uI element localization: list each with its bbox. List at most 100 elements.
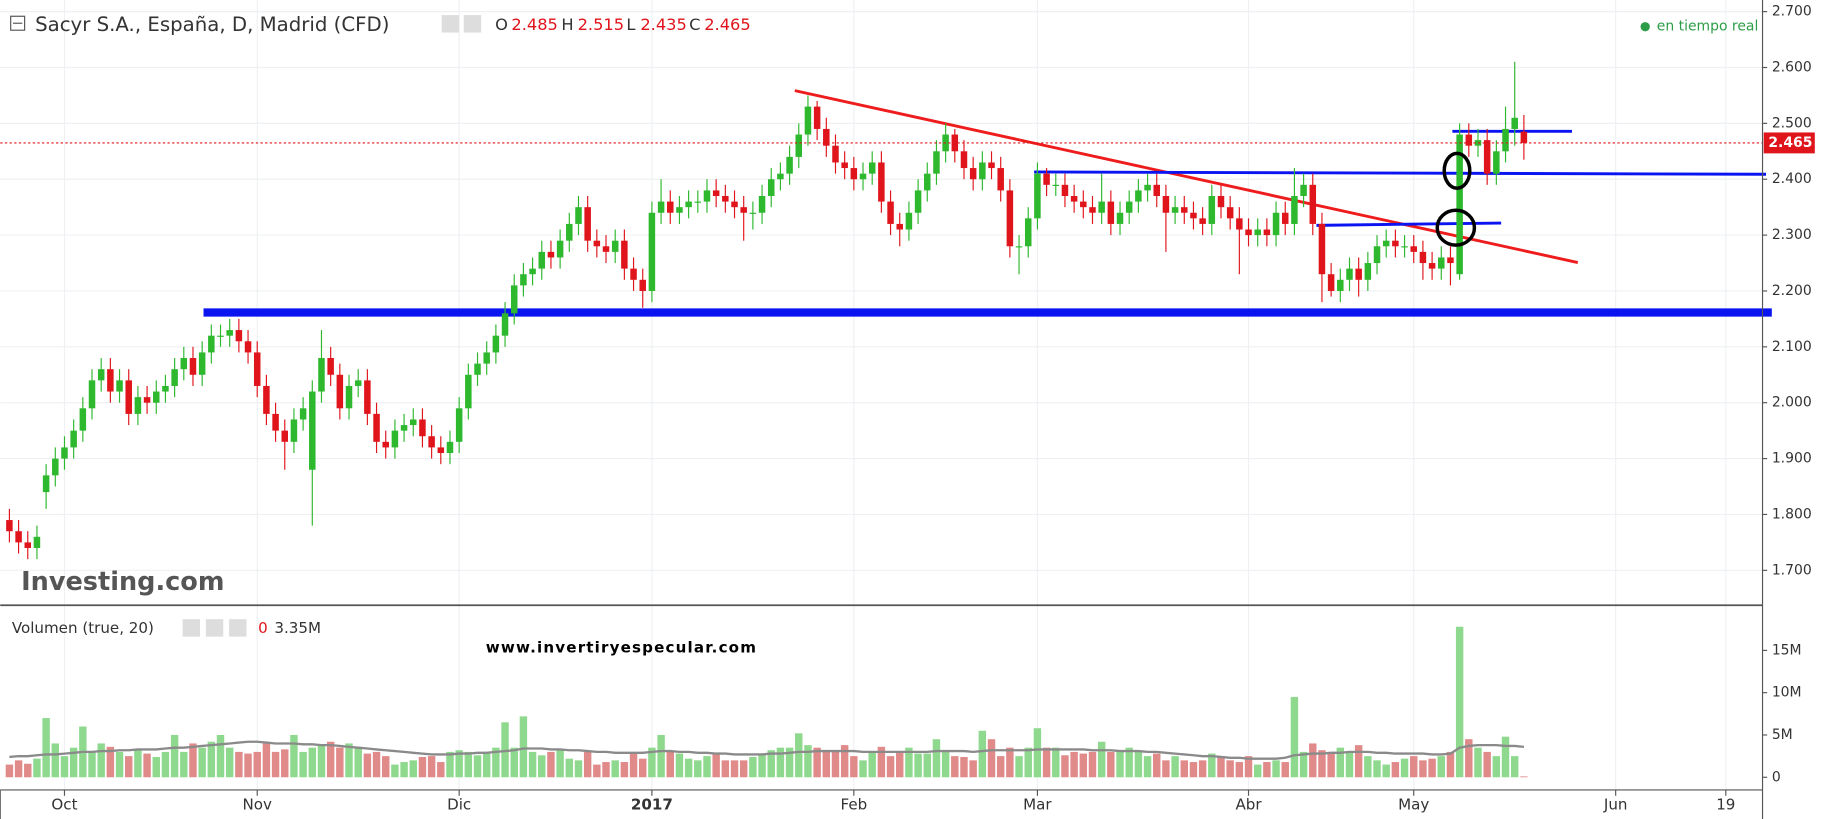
candle-body [235,330,243,342]
candle-body [960,151,968,169]
volume-bar [583,751,592,778]
candle-body [1300,184,1307,196]
candle-body [621,240,628,269]
candle-body [1520,131,1528,143]
volume-bar [1437,756,1445,778]
volume-bar [969,760,977,778]
volume-bar [216,734,225,778]
settings-icon[interactable] [463,15,482,33]
circles [1435,151,1477,247]
settings-icon[interactable] [205,619,224,637]
candle-body [1181,207,1188,213]
volume-bar [850,756,858,778]
candle-body [676,207,683,213]
settings-icon[interactable] [441,15,460,33]
candle-body [914,190,922,213]
ohlc-label: H [561,15,573,34]
last-price-label: 2.465 [1768,135,1812,151]
candle-body [1428,263,1436,269]
candle-body [1236,218,1243,230]
volume-bar [712,753,720,778]
volume-bar [24,763,32,778]
volume-bar [437,762,445,778]
volume-bar [482,751,491,778]
volume-bar [125,756,133,778]
candle-body [281,430,289,442]
volume-bar [547,751,555,778]
candle-body [1309,184,1317,224]
candle-body [226,330,233,336]
watermark: www.invertiryespecular.com [486,639,757,657]
close-icon[interactable] [229,619,247,637]
candle-body [244,341,252,353]
volume-bar [1483,751,1491,778]
x-tick-label: Feb [840,796,867,814]
volume-bar [244,753,252,778]
volume-bar [143,753,151,778]
volume-bar [1006,747,1014,778]
volume-bar [684,758,693,778]
y-tick-label: 2.100 [1772,339,1812,355]
ohlc-value: 2.485 [511,15,558,34]
volume-bar [317,745,326,778]
volume-bar [694,760,702,778]
x-tick-label: 2017 [631,796,673,814]
candle-body [1511,117,1518,129]
collapse-icon[interactable] [10,15,26,31]
candle-body [1272,212,1280,236]
volume-bar [556,750,564,778]
candle-body [529,268,536,275]
volume-bar [1189,762,1198,778]
x-tick-label: Oct [51,796,77,814]
candle-body [520,274,527,286]
volume-bar [14,760,23,778]
candle-body [1355,268,1362,280]
candle-body [896,223,903,230]
candle-body [722,195,729,202]
candle-body [611,240,619,252]
volume-bar [1143,756,1152,778]
candle-body [630,268,637,280]
x-tick-label: Abr [1235,796,1262,814]
circle-mark [1435,208,1477,247]
candle-body [253,352,261,386]
ohlc-label: L [626,15,635,34]
volume-bar [170,734,179,778]
status: en tiempo real [1657,19,1759,35]
volume-value: 3.35M [274,619,321,637]
candle-body [988,162,995,169]
volume-bar [207,741,216,778]
volume-bar [42,718,50,778]
candle-body [1061,184,1069,196]
candle-body [290,419,298,442]
ohlc-value: 2.465 [704,15,751,34]
volume-bar [1235,762,1244,778]
chart-title: Sacyr S.A., España, D, Madrid (CFD) [35,13,389,36]
volume-bar [1079,753,1088,778]
volume-bar [409,760,417,778]
candle-body [1382,240,1390,247]
volume-bar [602,762,610,778]
candle-body [1318,223,1326,275]
candle-body [263,385,270,414]
volume-bar [565,758,574,778]
settings-icon[interactable] [182,619,201,637]
volume-bar [822,751,831,778]
volume-bar [758,753,766,778]
candle-body [850,168,858,180]
candle-body [107,369,114,392]
volume-bar [1070,751,1078,778]
candle-body [97,369,105,381]
volume-bar [1134,751,1143,778]
volume-bar [1153,753,1161,778]
candle-body [758,195,766,213]
volume-bar [1428,758,1436,778]
volume-bar [1272,760,1280,778]
volume-bar [1465,739,1473,778]
annotations [203,89,1772,317]
candle-body [1410,246,1417,252]
candle-body [272,413,279,431]
candle-body [180,358,188,370]
volume-bar [115,751,124,778]
candle-body [33,536,41,548]
